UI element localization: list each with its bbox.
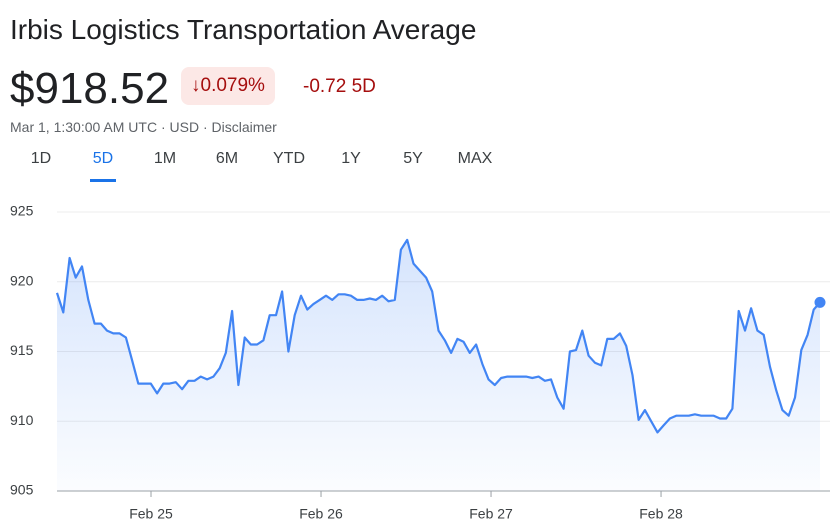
change-value: -0.72 (303, 76, 347, 97)
price-line (55, 238, 821, 434)
y-tick-label: 920 (10, 272, 34, 288)
range-tab[interactable]: YTD (273, 150, 305, 167)
change: -0.72 5D (303, 76, 376, 98)
title: Irbis Logistics Transportation Average (10, 14, 477, 45)
range-tab[interactable]: 1M (153, 150, 177, 167)
range-tabs: 1D 5D 1M 6M YTD 1Y 5Y MAX (10, 150, 506, 182)
range-tab[interactable]: 5Y (403, 150, 423, 167)
y-tick-label: 905 (10, 482, 34, 498)
x-tick-label: Feb 25 (129, 506, 173, 522)
x-tick-label: Feb 26 (299, 506, 343, 522)
change-period: 5D (351, 76, 376, 97)
timestamp: Mar 1, 1:30:00 AM UTC · USD · Disclaimer (10, 119, 277, 135)
last-point (814, 296, 826, 308)
y-tick-label: 910 (10, 412, 34, 428)
x-tick-label: Feb 27 (469, 506, 513, 522)
range-tab[interactable]: MAX (457, 150, 493, 167)
x-tick-label: Feb 28 (639, 506, 683, 522)
range-tab[interactable]: 6M (215, 150, 239, 167)
down-arrow: ↓ (191, 75, 201, 96)
area (57, 239, 820, 491)
change-percent: 0.079% (200, 75, 265, 96)
range-tab[interactable]: 1Y (341, 150, 361, 167)
range-tab[interactable]: 5D (72, 150, 134, 182)
change-badge: ↓0.079% (181, 67, 275, 105)
price: $918.52 (10, 64, 170, 113)
y-tick-label: 915 (10, 342, 34, 358)
range-tab[interactable]: 1D (30, 150, 52, 167)
y-tick-label: 925 (10, 203, 34, 219)
